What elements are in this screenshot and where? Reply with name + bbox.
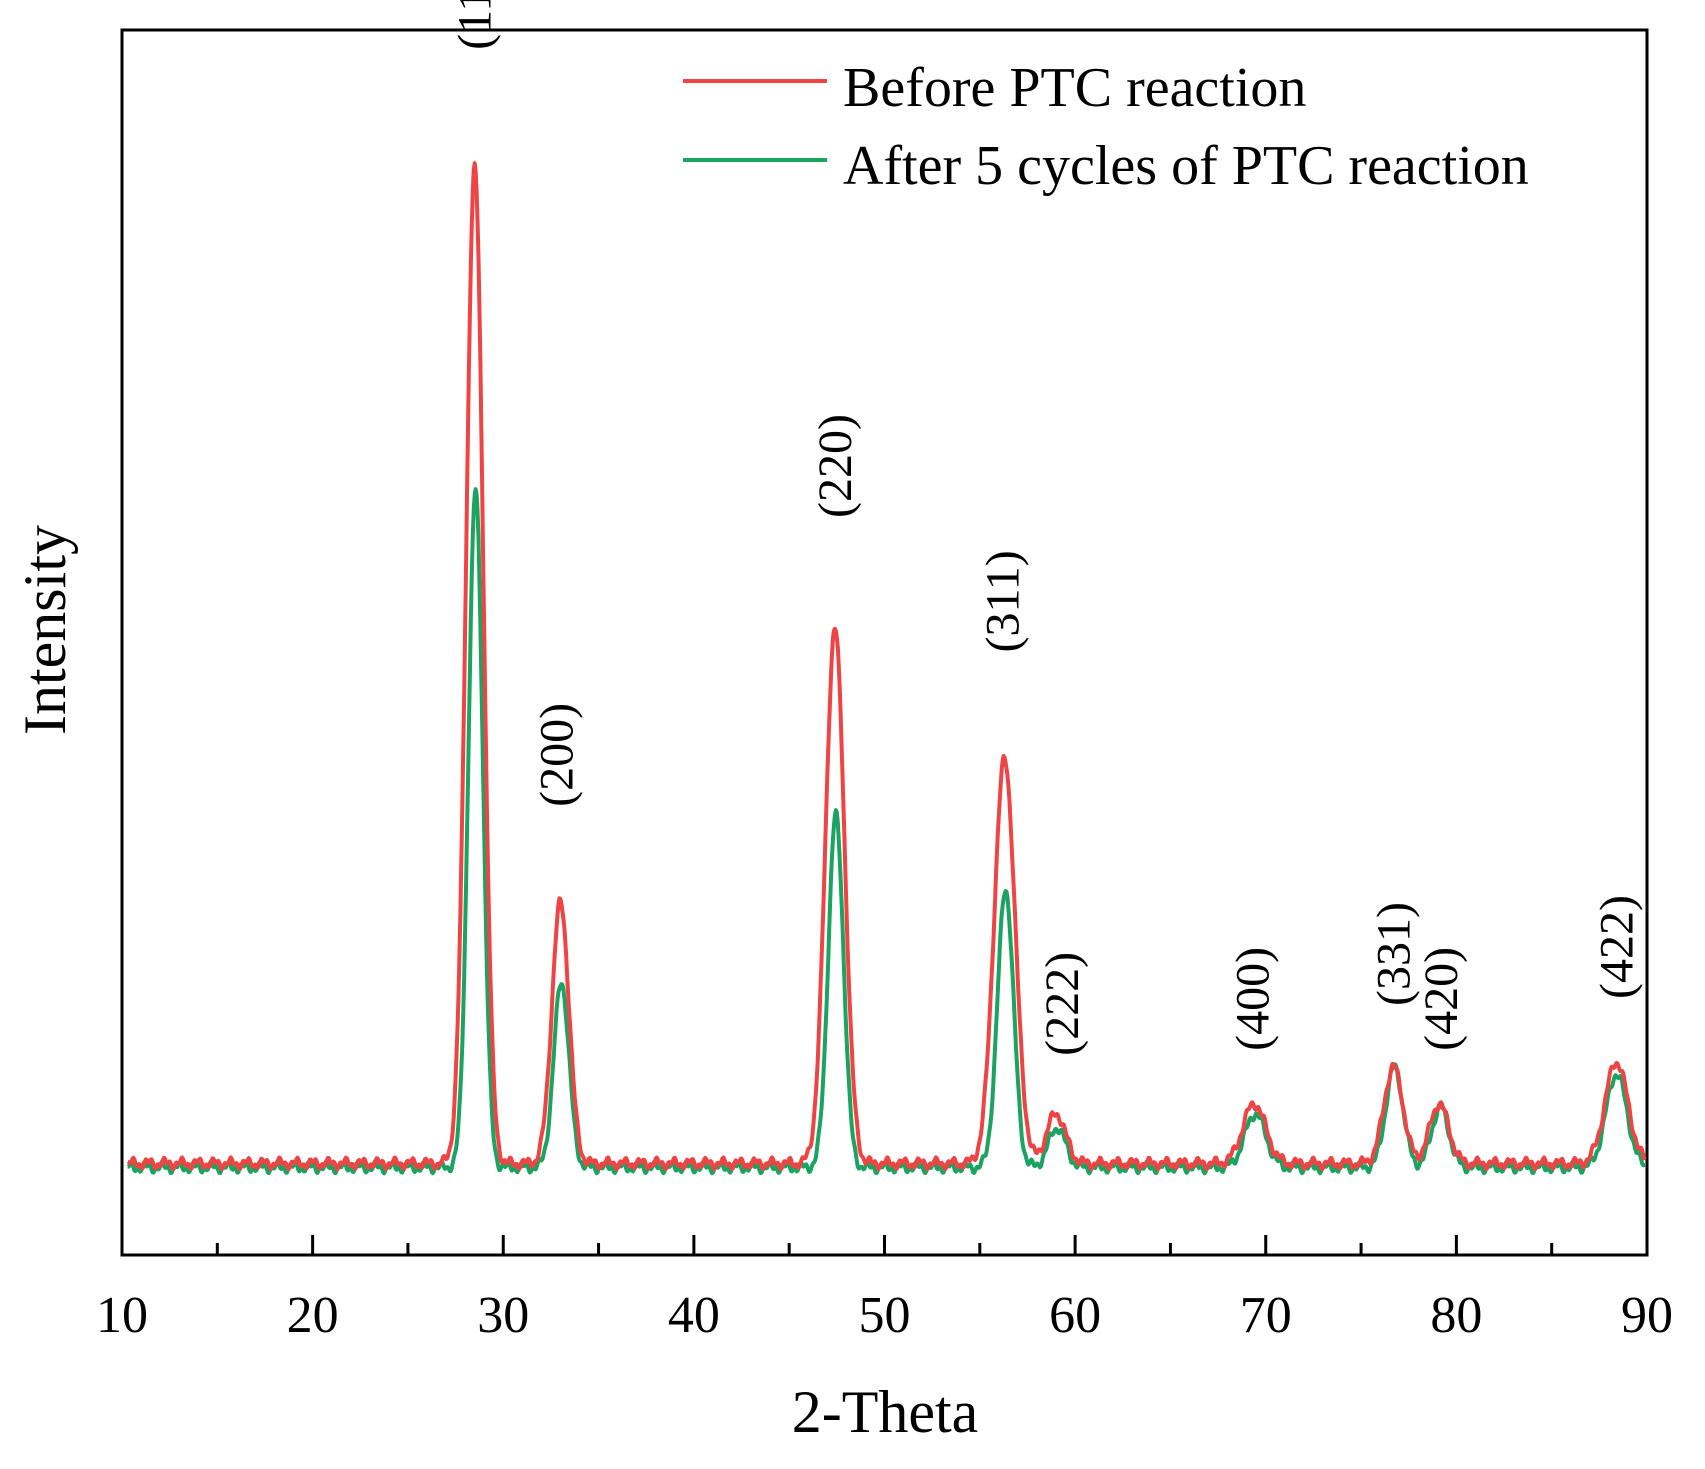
x-axis-tick-labels: 10 20 30 40 50 60 70 80 90 (96, 1287, 1673, 1344)
x-tick-label-40: 40 (668, 1287, 720, 1344)
peak-label-311: (311) (977, 550, 1030, 652)
x-tick-label-20: 20 (287, 1287, 339, 1344)
peak-label-111: (111) (449, 0, 502, 50)
peak-label-331: (331) (1367, 902, 1420, 1006)
peak-label-420: (420) (1415, 947, 1468, 1051)
series-line-0 (126, 161, 1647, 1172)
legend-label-before: Before PTC reaction (843, 57, 1306, 119)
x-tick-label-50: 50 (859, 1287, 911, 1344)
x-tick-label-80: 80 (1430, 1287, 1482, 1344)
x-tick-label-70: 70 (1240, 1287, 1292, 1344)
x-tick-label-30: 30 (477, 1287, 529, 1344)
peak-label-200: (200) (531, 703, 584, 807)
x-axis-ticks (120, 1235, 1649, 1255)
legend: Before PTC reaction After 5 cycles of PT… (683, 57, 1529, 197)
peak-annotations: (111) (200) (220) (311) (222) (400) (331)(420)… (449, 0, 1644, 1056)
y-axis-label: Intensity (12, 525, 78, 735)
x-axis-label: 2-Theta (792, 1379, 979, 1445)
series-lines (126, 161, 1647, 1176)
legend-label-after: After 5 cycles of PTC reaction (843, 135, 1529, 197)
plot-frame (120, 28, 1649, 1257)
peak-label-222: (222) (1036, 952, 1089, 1056)
peak-label-220: (220) (809, 414, 862, 518)
x-tick-label-90: 90 (1621, 1287, 1673, 1344)
series-line-1 (126, 487, 1647, 1176)
peak-label-400: (400) (1226, 947, 1279, 1051)
x-tick-label-10: 10 (96, 1287, 148, 1344)
x-tick-label-60: 60 (1049, 1287, 1101, 1344)
peak-label-422: (422) (1591, 895, 1644, 999)
